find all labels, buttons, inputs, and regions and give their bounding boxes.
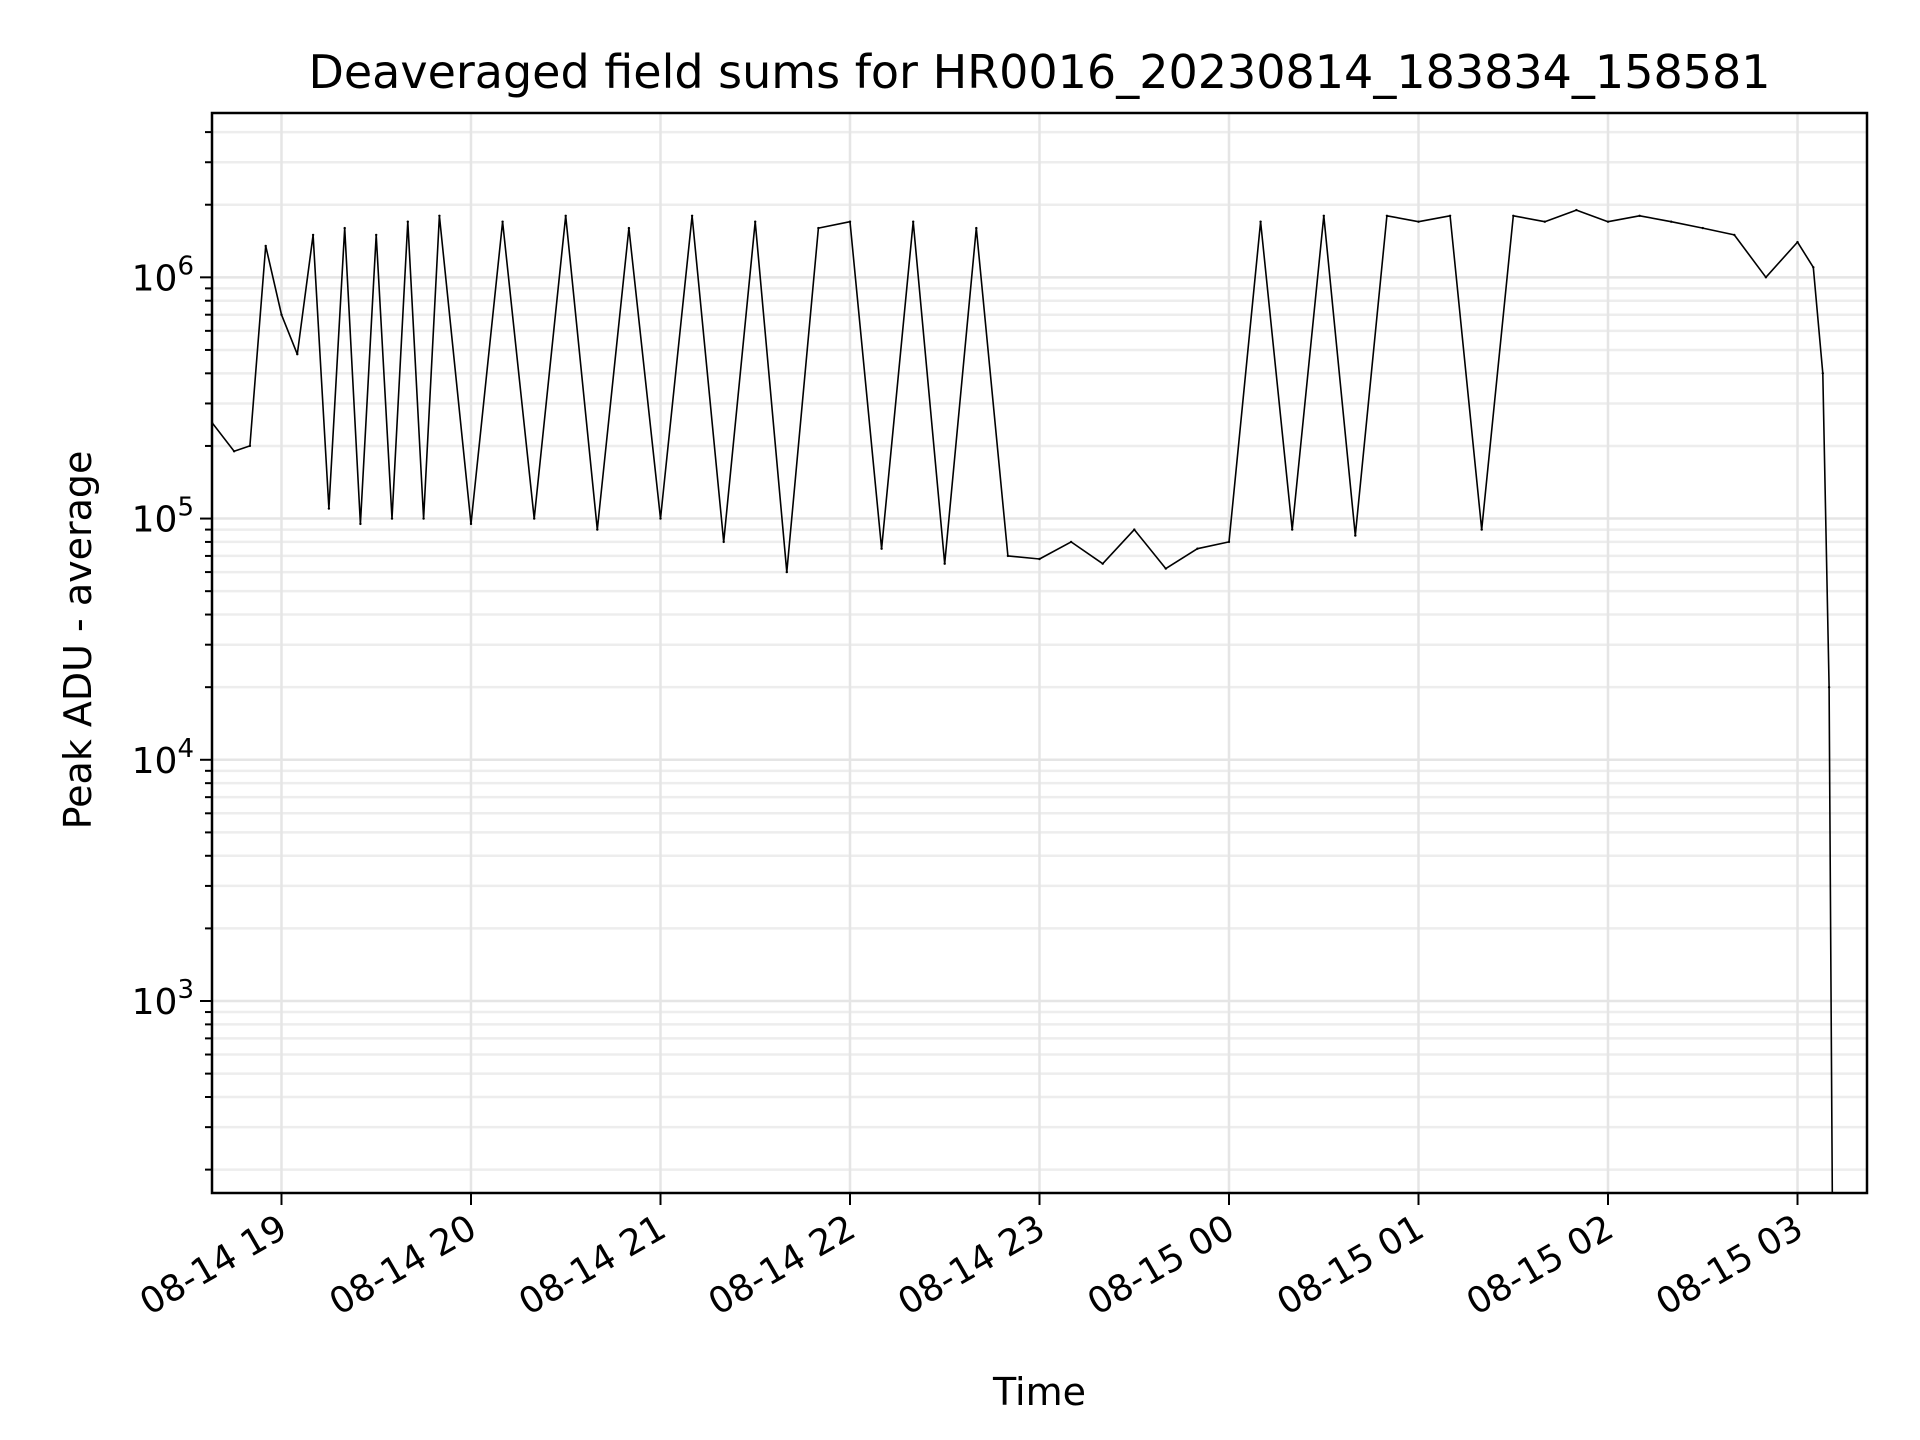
data-point bbox=[1196, 547, 1199, 550]
data-point bbox=[1164, 567, 1168, 570]
data-point bbox=[1575, 208, 1578, 212]
data-point bbox=[232, 450, 236, 453]
data-point bbox=[375, 233, 378, 237]
data-point bbox=[1227, 540, 1231, 544]
data-point bbox=[785, 570, 788, 574]
data-point bbox=[817, 226, 820, 230]
data-point bbox=[280, 313, 283, 316]
x-axis-label: Time bbox=[992, 1370, 1086, 1414]
data-point bbox=[564, 214, 567, 217]
data-point bbox=[659, 517, 662, 520]
data-point bbox=[848, 220, 852, 223]
x-tick-label: 08-14 23 bbox=[891, 1207, 1052, 1323]
data-point bbox=[1133, 528, 1136, 531]
data-point bbox=[1701, 226, 1705, 230]
y-tick-label: 103 bbox=[132, 975, 194, 1023]
data-point bbox=[1796, 240, 1799, 244]
data-point bbox=[627, 226, 631, 230]
data-point bbox=[296, 353, 299, 356]
data-point bbox=[596, 528, 599, 531]
data-point bbox=[406, 220, 409, 223]
y-tick-label: 106 bbox=[132, 251, 194, 299]
x-tick-label: 08-15 02 bbox=[1460, 1207, 1621, 1323]
series-line bbox=[212, 209, 1834, 1193]
data-point bbox=[264, 244, 267, 248]
data-point bbox=[1006, 554, 1010, 558]
data-point bbox=[880, 547, 883, 550]
data-point bbox=[501, 220, 504, 223]
data-point bbox=[1733, 233, 1736, 237]
data-point bbox=[248, 444, 252, 448]
data-point bbox=[1480, 528, 1483, 531]
y-tick-label: 105 bbox=[132, 493, 194, 541]
data-point bbox=[469, 522, 473, 526]
data-point bbox=[1354, 534, 1357, 537]
data-point bbox=[1259, 220, 1262, 223]
x-tick-label: 08-14 19 bbox=[133, 1207, 294, 1323]
x-tick-label: 08-14 22 bbox=[702, 1207, 863, 1323]
data-point bbox=[359, 522, 362, 526]
data-point bbox=[722, 540, 725, 544]
data-point bbox=[1764, 276, 1768, 279]
data-point bbox=[1812, 266, 1815, 269]
data-point bbox=[943, 562, 946, 565]
data-point bbox=[1385, 214, 1389, 217]
data-point bbox=[975, 226, 978, 230]
series-layer bbox=[212, 208, 1834, 1193]
data-point bbox=[1638, 214, 1641, 217]
x-tick-label: 08-15 01 bbox=[1270, 1207, 1431, 1323]
data-point bbox=[1322, 214, 1326, 217]
data-point bbox=[754, 220, 757, 223]
data-point bbox=[311, 233, 315, 237]
data-point bbox=[327, 507, 331, 510]
data-point bbox=[1101, 562, 1104, 565]
x-tick-label: 08-14 20 bbox=[323, 1207, 484, 1323]
data-point bbox=[1417, 220, 1420, 223]
data-point bbox=[1827, 686, 1831, 689]
data-point bbox=[1821, 372, 1825, 375]
data-point bbox=[1038, 557, 1041, 561]
data-point bbox=[690, 214, 694, 217]
data-point bbox=[1069, 540, 1073, 544]
data-point bbox=[438, 214, 441, 217]
data-point bbox=[533, 517, 536, 520]
chart-title: Deaveraged field sums for HR0016_2023081… bbox=[308, 45, 1770, 99]
data-point bbox=[422, 517, 425, 520]
data-point bbox=[1291, 528, 1294, 531]
data-point bbox=[1512, 214, 1515, 217]
y-axis-label: Peak ADU - average bbox=[56, 451, 100, 830]
y-tick-label: 104 bbox=[132, 734, 194, 782]
data-point bbox=[1448, 214, 1452, 217]
data-point bbox=[343, 226, 346, 230]
grid bbox=[212, 113, 1867, 1193]
x-tick-label: 08-14 21 bbox=[512, 1207, 673, 1323]
x-tick-label: 08-15 03 bbox=[1649, 1207, 1810, 1323]
data-point bbox=[1543, 220, 1547, 223]
data-point bbox=[912, 220, 915, 223]
data-point bbox=[1670, 220, 1673, 223]
data-point bbox=[1606, 220, 1610, 223]
x-tick-label: 08-15 00 bbox=[1081, 1207, 1242, 1323]
data-point bbox=[390, 517, 394, 520]
